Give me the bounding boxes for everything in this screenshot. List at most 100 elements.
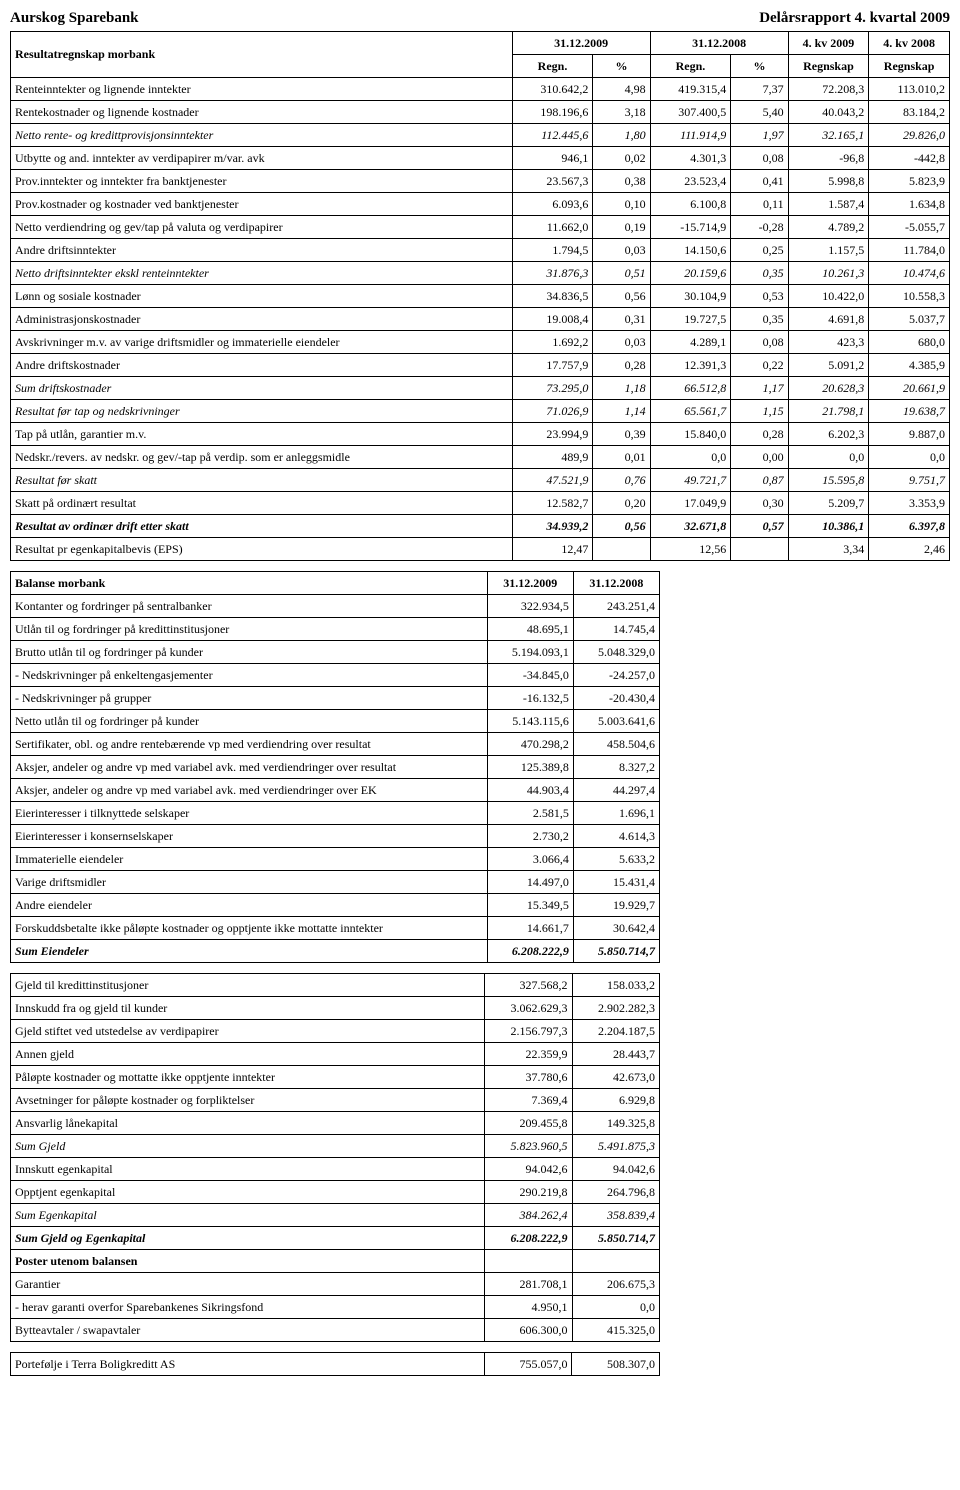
row-v2: 458.504,6 bbox=[573, 733, 659, 756]
row-v2: 2.204.187,5 bbox=[572, 1020, 659, 1043]
row-v3: 21.798,1 bbox=[788, 400, 869, 423]
row-label: Gjeld stiftet ved utstedelse av verdipap… bbox=[11, 1020, 485, 1043]
row-label: Resultat før tap og nedskrivninger bbox=[11, 400, 513, 423]
row-v3: 5.209,7 bbox=[788, 492, 869, 515]
row-v1: 5.194.093,1 bbox=[487, 641, 573, 664]
row-v2: 23.523,4 bbox=[650, 170, 731, 193]
balance-row: Sum Egenkapital384.262,4358.839,4 bbox=[11, 1204, 660, 1227]
balance-row: Gjeld stiftet ved utstedelse av verdipap… bbox=[11, 1020, 660, 1043]
row-v1: -16.132,5 bbox=[487, 687, 573, 710]
row-p1: 1,14 bbox=[593, 400, 650, 423]
income-row: Andre driftskostnader17.757,90,2812.391,… bbox=[11, 354, 950, 377]
row-p1: 0,10 bbox=[593, 193, 650, 216]
row-v1: 384.262,4 bbox=[485, 1204, 572, 1227]
row-label: - Nedskrivninger på enkeltengasjementer bbox=[11, 664, 488, 687]
row-p2: -0,28 bbox=[731, 216, 788, 239]
row-label: Tap på utlån, garantier m.v. bbox=[11, 423, 513, 446]
row-v4: 20.661,9 bbox=[869, 377, 950, 400]
row-label: Prov.inntekter og inntekter fra banktjen… bbox=[11, 170, 513, 193]
portfolio-row: Portefølje i Terra Boligkreditt AS 755.0… bbox=[11, 1353, 660, 1376]
row-label: Sum Gjeld bbox=[11, 1135, 485, 1158]
row-label: Administrasjonskostnader bbox=[11, 308, 513, 331]
row-v1: 6.093,6 bbox=[512, 193, 593, 216]
row-p1: 0,02 bbox=[593, 147, 650, 170]
row-v3: 10.422,0 bbox=[788, 285, 869, 308]
balance-row: Andre eiendeler15.349,519.929,7 bbox=[11, 894, 660, 917]
row-p2: 0,30 bbox=[731, 492, 788, 515]
balance-heading: Balanse morbank bbox=[11, 572, 488, 595]
income-row: Netto verdiendring og gev/tap på valuta … bbox=[11, 216, 950, 239]
row-v2: 4.301,3 bbox=[650, 147, 731, 170]
row-p1: 0,03 bbox=[593, 331, 650, 354]
row-v4: 9.887,0 bbox=[869, 423, 950, 446]
row-v2: 19.929,7 bbox=[573, 894, 659, 917]
row-label: Andre driftsinntekter bbox=[11, 239, 513, 262]
row-v1: 37.780,6 bbox=[485, 1066, 572, 1089]
row-label: Utbytte og and. inntekter av verdipapire… bbox=[11, 147, 513, 170]
row-label: Aksjer, andeler og andre vp med variabel… bbox=[11, 779, 488, 802]
income-row: Andre driftsinntekter1.794,50,0314.150,6… bbox=[11, 239, 950, 262]
balance-row: Opptjent egenkapital290.219,8264.796,8 bbox=[11, 1181, 660, 1204]
row-v3: 5.091,2 bbox=[788, 354, 869, 377]
row-label: - Nedskrivninger på grupper bbox=[11, 687, 488, 710]
row-v3: 15.595,8 bbox=[788, 469, 869, 492]
income-row: Sum driftskostnader73.295,01,1866.512,81… bbox=[11, 377, 950, 400]
row-v2: 5.850.714,7 bbox=[572, 1227, 659, 1250]
row-v4: -442,8 bbox=[869, 147, 950, 170]
balance-row: - Nedskrivninger på grupper-16.132,5-20.… bbox=[11, 687, 660, 710]
report-title: Delårsrapport 4. kvartal 2009 bbox=[759, 10, 950, 27]
row-v1: 3.062.629,3 bbox=[485, 997, 572, 1020]
row-label: Rentekostnader og lignende kostnader bbox=[11, 101, 513, 124]
row-label: Sum Egenkapital bbox=[11, 1204, 485, 1227]
income-row: Lønn og sosiale kostnader34.836,50,5630.… bbox=[11, 285, 950, 308]
row-v2: 17.049,9 bbox=[650, 492, 731, 515]
row-v2: -24.257,0 bbox=[573, 664, 659, 687]
row-v1: 94.042,6 bbox=[485, 1158, 572, 1181]
row-v2: 8.327,2 bbox=[573, 756, 659, 779]
row-v1: 12,47 bbox=[512, 538, 593, 561]
row-v2: 32.671,8 bbox=[650, 515, 731, 538]
row-label: Forskuddsbetalte ikke påløpte kostnader … bbox=[11, 917, 488, 940]
row-v1: 1.794,5 bbox=[512, 239, 593, 262]
row-v1: 15.349,5 bbox=[487, 894, 573, 917]
col-period-2: 31.12.2008 bbox=[650, 32, 788, 55]
row-v4: 2,46 bbox=[869, 538, 950, 561]
row-label: Skatt på ordinært resultat bbox=[11, 492, 513, 515]
row-p1: 0,39 bbox=[593, 423, 650, 446]
row-v1: 47.521,9 bbox=[512, 469, 593, 492]
row-v3: 20.628,3 bbox=[788, 377, 869, 400]
row-v1: 6.208.222,9 bbox=[487, 940, 573, 963]
col-pct-1: % bbox=[593, 55, 650, 78]
row-v2: 4.289,1 bbox=[650, 331, 731, 354]
col-regn-2: Regn. bbox=[650, 55, 731, 78]
row-label: Immaterielle eiendeler bbox=[11, 848, 488, 871]
row-p1: 0,38 bbox=[593, 170, 650, 193]
row-v3: 40.043,2 bbox=[788, 101, 869, 124]
row-v1: 2.581,5 bbox=[487, 802, 573, 825]
balance-row: Eierinteresser i konsernselskaper2.730,2… bbox=[11, 825, 660, 848]
row-p1: 0,01 bbox=[593, 446, 650, 469]
row-label: Påløpte kostnader og mottatte ikke opptj… bbox=[11, 1066, 485, 1089]
row-p2: 0,57 bbox=[731, 515, 788, 538]
balance-row: Sum Gjeld5.823.960,55.491.875,3 bbox=[11, 1135, 660, 1158]
row-v3: 5.998,8 bbox=[788, 170, 869, 193]
row-v2: 5.048.329,0 bbox=[573, 641, 659, 664]
row-p1: 1,80 bbox=[593, 124, 650, 147]
income-statement-table: Resultatregnskap morbank 31.12.2009 31.1… bbox=[10, 31, 950, 561]
row-v2: 19.727,5 bbox=[650, 308, 731, 331]
row-v2: 94.042,6 bbox=[572, 1158, 659, 1181]
row-label: Netto utlån til og fordringer på kunder bbox=[11, 710, 488, 733]
row-label: Sum Eiendeler bbox=[11, 940, 488, 963]
row-p2: 0,35 bbox=[731, 262, 788, 285]
income-row: Resultat før skatt47.521,90,7649.721,70,… bbox=[11, 469, 950, 492]
row-v2: 0,0 bbox=[572, 1296, 659, 1319]
income-heading: Resultatregnskap morbank bbox=[11, 32, 513, 78]
row-label: Sum Gjeld og Egenkapital bbox=[11, 1227, 485, 1250]
liabilities-table: Gjeld til kredittinstitusjoner327.568,21… bbox=[10, 973, 660, 1342]
row-v4: 4.385,9 bbox=[869, 354, 950, 377]
row-v2: 42.673,0 bbox=[572, 1066, 659, 1089]
row-label: Bytteavtaler / swapavtaler bbox=[11, 1319, 485, 1342]
income-row: Netto driftsinntekter ekskl renteinntekt… bbox=[11, 262, 950, 285]
row-v1: 44.903,4 bbox=[487, 779, 573, 802]
row-label: Netto driftsinntekter ekskl renteinntekt… bbox=[11, 262, 513, 285]
